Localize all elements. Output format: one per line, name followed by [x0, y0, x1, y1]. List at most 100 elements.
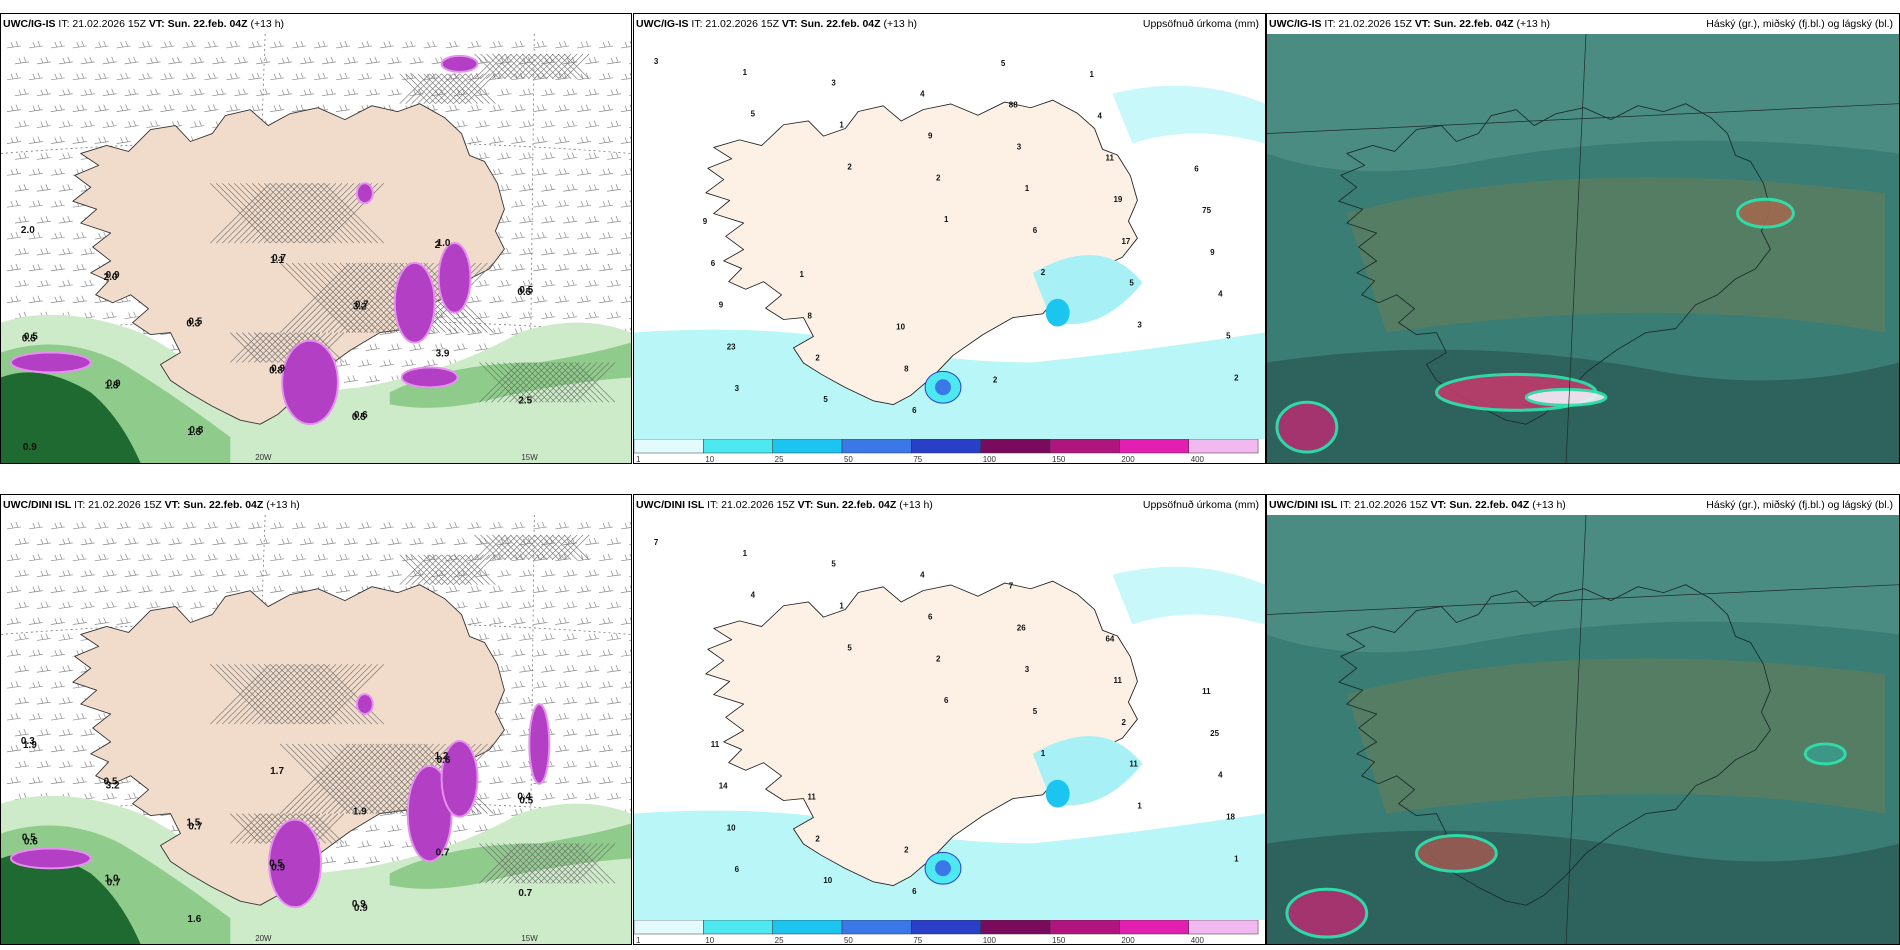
snow-value-label: 0.6	[24, 836, 38, 847]
snow-value-label: 1.0	[437, 238, 451, 249]
colorbar-tick-label: 1	[636, 936, 641, 944]
snow-blob	[393, 261, 436, 344]
snow-value-label: 0.5	[269, 858, 283, 869]
colorbar-tick-label: 100	[983, 936, 997, 944]
precip-map[interactable]: 7 4 5 6 1 1 1 1 1 2 5 11 18 6 5 6 3 2 4 10 10 4 26 11 25 14 2 6 7 64 1…	[634, 515, 1265, 920]
precip-value-label: 1	[1090, 70, 1095, 79]
precip-area-light	[1112, 85, 1265, 144]
cloud-mid	[1346, 658, 1886, 814]
snow-map[interactable]: 20W 15W 2.0 2.0 0.3 0.8 0.5 2 0.5 0.5 1.5 1.5 1.1 3.2…	[1, 34, 631, 463]
precip-value-label: 3	[1137, 321, 1142, 330]
snow-value-label: 0.5	[104, 777, 118, 788]
precip-value-label: 5	[1033, 707, 1038, 716]
precip-value-label: 11	[1129, 760, 1138, 769]
snow-value-label: 0.3	[21, 736, 35, 747]
cloud-map[interactable]	[1267, 34, 1899, 463]
precip-value-label: 11	[1113, 676, 1122, 685]
snow-blob	[9, 847, 92, 870]
snow-blob	[268, 818, 322, 909]
snow-value-label: 1.9	[353, 807, 367, 818]
colorbar-swatch	[911, 920, 981, 935]
precip-value-label: 3	[654, 57, 659, 66]
precip-value-label: 11	[807, 793, 816, 802]
axis-label-lon20: 20W	[255, 453, 272, 462]
precip-map[interactable]: 3 5 2 1 2 3 2 1 1 2 6 5 5 3 3 9 1 17 4 23 5 4 3 19 9 9 2 6 88 11 75 6 8 8…	[634, 34, 1265, 439]
precip-value-label: 10	[727, 823, 736, 832]
snow-value-label: 0.9	[23, 442, 37, 453]
precip-value-label: 23	[727, 342, 736, 351]
precip-value-label: 1	[839, 121, 844, 130]
precip-value-label: 11	[1202, 687, 1211, 696]
snow-blob	[528, 703, 551, 785]
snow-area-dark	[1, 372, 141, 463]
snow-value-label: 0.7	[107, 877, 121, 888]
cloud-map[interactable]	[1267, 515, 1899, 944]
snow-value-label: 2.0	[104, 272, 118, 283]
snow-value-label: 0.9	[107, 378, 121, 389]
snow-value-label: 2.5	[518, 395, 532, 406]
panel-dini-snow: UWC/DINI ISL IT: 21.02.2026 15Z VT: Sun.…	[0, 494, 632, 945]
axis-label-lon15: 15W	[521, 934, 538, 943]
precip-value-label: 64	[1106, 634, 1115, 643]
colorbar-tick-label: 25	[775, 936, 784, 944]
precip-value-label: 4	[920, 571, 925, 580]
colorbar-tick-label: 1	[636, 455, 641, 463]
precip-value-label: 4	[1218, 290, 1223, 299]
panel-ig-snow: UWC/IG-IS IT: 21.02.2026 15Z VT: Sun. 22…	[0, 13, 632, 464]
panel-header: UWC/IG-IS IT: 21.02.2026 15Z VT: Sun. 22…	[634, 14, 1265, 34]
precip-value-label: 1	[1041, 749, 1046, 758]
snow-value-label: 1.6	[187, 914, 201, 925]
snow-value-label: 0.4	[517, 792, 531, 803]
precip-value-label: 14	[719, 782, 728, 791]
precip-value-label: 9	[719, 301, 724, 310]
precip-value-label: 6	[711, 259, 716, 268]
precip-value-label: 5	[1001, 59, 1006, 68]
snow-value-label: 0.7	[518, 888, 532, 899]
colorbar-swatch	[634, 439, 704, 454]
snow-value-label: 1.9	[23, 740, 37, 751]
snow-value-label: 0.5	[519, 796, 533, 807]
colorbar-swatch	[1119, 920, 1189, 935]
coastline	[705, 99, 1138, 405]
panel-header: UWC/DINI ISL IT: 21.02.2026 15Z VT: Sun.…	[1267, 495, 1899, 515]
iceland-landmass	[705, 99, 1138, 405]
snow-blob	[400, 366, 459, 389]
precip-value-label: 18	[1226, 813, 1235, 822]
precip-value-label: 88	[1009, 101, 1018, 110]
colorbar-tick-label: 10	[705, 455, 714, 463]
cloud-hotspot	[1285, 887, 1369, 939]
precip-value-label: 1	[799, 270, 804, 279]
precip-value-label: 1	[743, 68, 748, 77]
snow-value-label: 3.9	[436, 349, 450, 360]
precip-value-label: 1	[743, 549, 748, 558]
precip-value-label: 17	[1121, 237, 1130, 246]
precip-value-label: 6	[912, 887, 917, 896]
precip-max-core	[935, 860, 951, 877]
precip-value-label: 2	[1234, 373, 1239, 382]
precip-value-label: 9	[928, 131, 933, 140]
cloud-hotspot	[1275, 400, 1339, 454]
snow-value-label: 0.8	[269, 365, 283, 376]
snow-value-label: 0.7	[436, 847, 450, 858]
hatch-area	[210, 53, 616, 403]
precip-value-label: 3	[831, 79, 836, 88]
precip-area-mid	[1045, 298, 1070, 327]
snow-value-label: 2	[435, 240, 441, 251]
snow-map[interactable]: 20W 15W 0.3 0.5 1.5 0.5 0.9 1.2 0.4 0.5 1.0 1.6 1.7 1…	[1, 515, 631, 944]
colorbar-tick-label: 400	[1191, 936, 1205, 944]
colorbar-swatch	[1119, 439, 1189, 454]
axis-label-lon15: 15W	[521, 453, 538, 462]
snow-value-label: 0.7	[188, 822, 202, 833]
panel-dini-clouds: UWC/DINI ISL IT: 21.02.2026 15Z VT: Sun.…	[1266, 494, 1900, 945]
precip-value-label: 6	[928, 612, 933, 621]
colorbar-tick-label: 200	[1121, 936, 1135, 944]
precip-value-label: 26	[1017, 623, 1026, 632]
colorbar-swatch	[841, 439, 912, 454]
snow-value-label: 2.0	[21, 225, 35, 236]
snow-value-label: 0.9	[271, 862, 285, 873]
precip-value-label: 5	[831, 560, 836, 569]
colorbar-tick-label: 150	[1052, 936, 1066, 944]
coastline	[705, 580, 1138, 886]
snow-value-label: 3.2	[106, 781, 120, 792]
colorbar-swatch	[1049, 920, 1120, 935]
